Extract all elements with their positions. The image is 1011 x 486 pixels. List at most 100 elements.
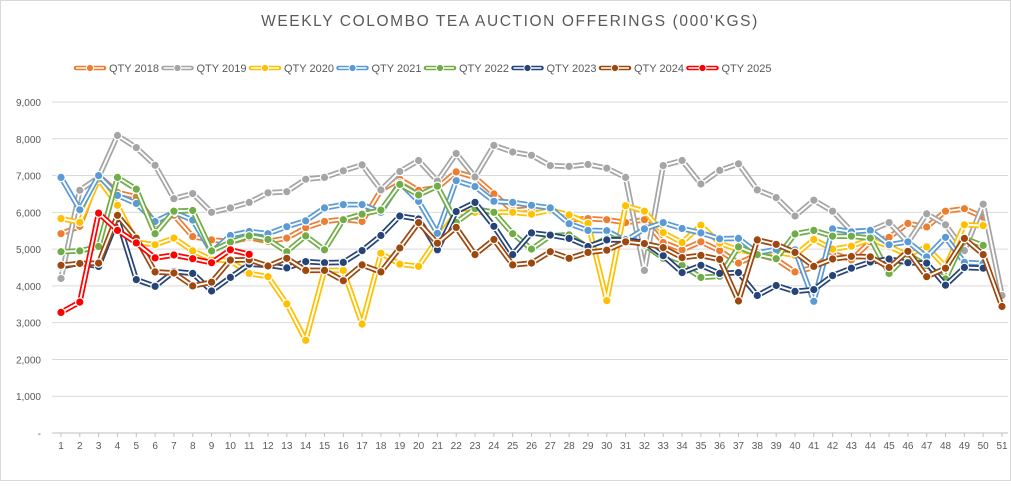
data-point [281, 233, 292, 243]
data-point [714, 234, 725, 244]
data-point [281, 263, 292, 273]
data-point [131, 274, 142, 285]
data-point [733, 296, 744, 306]
data-point [206, 246, 217, 256]
data-point [451, 222, 461, 233]
legend-item: QTY 2024 [598, 63, 684, 75]
data-point [187, 281, 198, 291]
x-tick-label: 11 [244, 441, 255, 452]
data-point [620, 200, 631, 211]
data-point [150, 160, 160, 171]
data-point [56, 172, 66, 183]
data-point [903, 246, 913, 257]
data-point [978, 240, 988, 251]
data-point [639, 224, 650, 234]
data-point [93, 208, 104, 218]
data-point [526, 258, 537, 268]
data-point [169, 250, 179, 260]
data-point [281, 299, 292, 309]
axes: - 1,000 2,000 3,000 4,000 5,000 6,000 7,000 8,00… [16, 98, 1008, 452]
legend-label: QTY 2020 [284, 63, 334, 75]
data-point [620, 237, 631, 247]
data-point [206, 207, 217, 218]
data-point [300, 174, 311, 184]
data-point [696, 179, 706, 189]
data-point [432, 228, 443, 239]
data-point [601, 214, 612, 225]
data-point [489, 234, 499, 245]
data-point [112, 172, 123, 183]
legend-item: QTY 2021 [336, 63, 422, 75]
data-point [169, 233, 179, 243]
x-tick-label: 1 [58, 441, 64, 452]
series-qty-2023 [56, 197, 988, 301]
legend-marker [260, 63, 270, 73]
data-point [601, 245, 612, 255]
x-tick-label: 23 [469, 441, 481, 452]
data-point [432, 238, 443, 248]
x-tick-label: 12 [262, 441, 274, 452]
data-point [56, 228, 66, 239]
data-point [790, 267, 800, 277]
data-point [187, 188, 198, 199]
data-point [281, 253, 292, 264]
x-tick-label: 20 [413, 441, 425, 452]
data-point [56, 246, 66, 257]
legend-label: QTY 2022 [459, 63, 509, 75]
data-point [790, 211, 800, 221]
x-tick-label: 33 [658, 441, 670, 452]
x-tick-label: 29 [582, 441, 594, 452]
data-point [620, 172, 631, 183]
x-tick-label: 21 [432, 441, 444, 452]
data-point [526, 150, 537, 161]
legend-marker [523, 63, 532, 73]
y-tick-label: 3,000 [16, 319, 41, 330]
x-tick-label: 36 [714, 441, 726, 452]
data-point [639, 206, 650, 216]
data-point [169, 268, 179, 278]
data-point [903, 218, 913, 229]
data-point [658, 227, 668, 238]
x-tick-label: 4 [115, 441, 121, 452]
legend-marker [698, 63, 707, 73]
data-point [865, 251, 876, 262]
x-tick-label: 27 [545, 441, 557, 452]
data-point [451, 206, 461, 217]
x-tick-label: 25 [507, 441, 519, 452]
data-point [677, 252, 687, 263]
x-tick-label: 13 [281, 441, 293, 452]
legend-label: QTY 2018 [109, 63, 159, 75]
data-point [225, 245, 236, 255]
data-point [790, 286, 800, 297]
x-tick-label: 39 [771, 441, 783, 452]
data-point [959, 233, 970, 244]
data-point [507, 147, 518, 157]
data-point [752, 185, 763, 195]
data-point [808, 195, 819, 205]
x-tick-label: 42 [827, 441, 839, 452]
data-point [771, 280, 781, 291]
data-point [959, 203, 970, 214]
data-point [808, 225, 819, 236]
x-tick-label: 46 [902, 441, 914, 452]
data-point [150, 228, 160, 239]
x-tick-label: 9 [209, 441, 215, 452]
x-tick-label: 41 [808, 441, 820, 452]
data-point [733, 159, 744, 169]
legend-marker [173, 63, 182, 73]
data-point [733, 258, 744, 268]
data-point [112, 130, 123, 141]
data-point [244, 249, 254, 260]
x-tick-label: 50 [978, 441, 990, 452]
data-point [940, 263, 951, 273]
data-point [56, 273, 66, 284]
data-point [714, 165, 725, 176]
data-point [808, 296, 819, 307]
data-point [263, 188, 273, 198]
legend-item: QTY 2020 [248, 63, 334, 75]
legend-label: QTY 2021 [372, 63, 422, 75]
data-point [281, 221, 292, 232]
data-point [489, 207, 499, 218]
data-point [150, 267, 160, 277]
data-point [300, 216, 311, 226]
